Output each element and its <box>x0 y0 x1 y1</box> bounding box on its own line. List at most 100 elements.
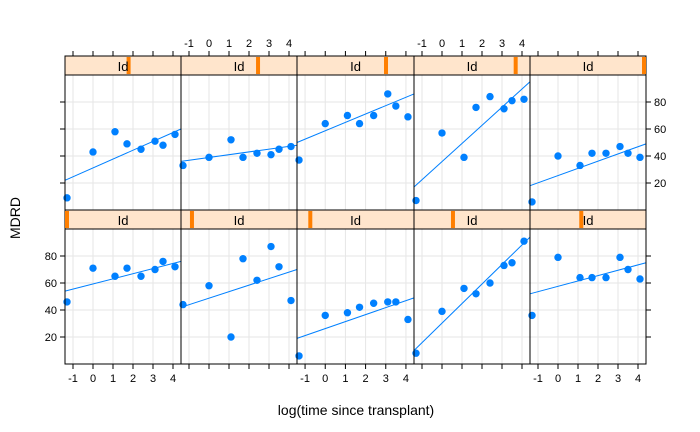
data-point <box>528 198 536 206</box>
strip-background <box>529 209 647 230</box>
data-point <box>528 311 536 320</box>
strip-layer: Id Id Id Id Id Id Id Id Id Id <box>64 55 647 230</box>
strip-level-marker <box>450 211 455 228</box>
data-point <box>253 276 261 284</box>
data-point <box>205 282 213 290</box>
data-point <box>205 153 213 162</box>
data-point <box>636 275 644 283</box>
data-point <box>520 95 528 104</box>
x-tick-label: 4 <box>519 38 525 50</box>
x-tick-label: 0 <box>439 38 445 50</box>
x-tick-label: 0 <box>322 373 328 385</box>
data-point <box>227 136 235 144</box>
data-point <box>508 259 516 267</box>
strip-label: Id <box>234 59 245 74</box>
panel-frame <box>296 228 415 365</box>
y-tick-label: 60 <box>654 124 666 136</box>
data-point <box>576 161 584 170</box>
panel-frame <box>529 228 647 365</box>
data-point <box>267 150 275 159</box>
data-point <box>486 92 494 101</box>
data-point <box>404 113 412 121</box>
data-point <box>111 128 119 136</box>
x-tick-label: -1 <box>533 373 543 385</box>
x-tick-label: 4 <box>635 373 641 385</box>
data-point <box>267 242 275 251</box>
data-point <box>500 105 508 113</box>
x-tick-label: 0 <box>206 38 212 50</box>
strip-level-marker <box>384 57 389 74</box>
x-tick-label: 3 <box>383 373 389 385</box>
strip-label: Id <box>350 59 361 74</box>
panel-frame <box>180 74 298 211</box>
data-point <box>412 196 420 205</box>
data-point <box>343 111 352 120</box>
x-tick-label: 1 <box>575 373 581 385</box>
strip-level-marker <box>65 211 69 228</box>
data-point <box>438 129 446 137</box>
data-point <box>159 141 167 149</box>
data-point <box>636 153 644 162</box>
data-point <box>295 156 303 164</box>
strip-level-marker <box>579 211 584 228</box>
grid-layer <box>65 75 646 364</box>
y-tick-label: 20 <box>45 332 57 344</box>
strip-label: Id <box>467 59 478 74</box>
strip-label: Id <box>118 59 129 74</box>
data-point <box>392 298 400 306</box>
data-point <box>151 137 159 145</box>
data-point <box>275 263 283 271</box>
y-tick-label: 80 <box>654 97 666 109</box>
data-point <box>137 145 145 153</box>
data-point <box>602 273 610 282</box>
x-tick-label: 4 <box>170 373 176 385</box>
strip-level-marker <box>126 57 131 74</box>
x-tick-label: 2 <box>479 38 485 50</box>
panel-frame <box>296 74 415 211</box>
data-point <box>460 153 468 162</box>
data-point <box>554 152 562 160</box>
x-tick-label: 0 <box>555 373 561 385</box>
x-tick-label: -1 <box>184 38 194 50</box>
strip-label: Id <box>583 59 594 74</box>
panel-frame <box>529 74 647 211</box>
x-tick-label: 3 <box>499 38 505 50</box>
data-point <box>602 149 610 157</box>
strip-level-marker <box>256 57 261 74</box>
regression-line <box>413 236 531 351</box>
data-point <box>384 90 392 98</box>
data-point <box>275 145 283 153</box>
y-tick-label: 20 <box>654 178 666 190</box>
y-tick-label: 60 <box>45 278 57 290</box>
data-point <box>404 315 412 324</box>
data-point <box>63 194 71 202</box>
strip-level-marker <box>308 211 313 228</box>
x-tick-label: 1 <box>226 38 232 50</box>
data-point <box>171 263 179 271</box>
data-point <box>179 300 187 309</box>
strip-level-marker <box>513 57 518 74</box>
data-point <box>321 311 329 320</box>
x-tick-label: 4 <box>403 373 409 385</box>
data-point <box>616 253 624 262</box>
data-point <box>111 272 119 280</box>
x-tick-label: 1 <box>459 38 465 50</box>
x-tick-label: 2 <box>246 38 252 50</box>
data-point <box>576 273 584 282</box>
strip-label: Id <box>234 213 245 228</box>
x-tick-label: 1 <box>342 373 348 385</box>
data-point <box>159 257 167 266</box>
data-point <box>486 279 494 287</box>
y-axis-title: MDRD <box>7 197 23 239</box>
data-point <box>227 333 235 341</box>
x-tick-label: 2 <box>363 373 369 385</box>
strip-level-marker <box>642 57 646 74</box>
x-tick-label: -1 <box>68 373 78 385</box>
regression-line <box>296 93 415 143</box>
x-axis-title: log(time since transplant) <box>278 402 434 418</box>
y-tick-label: 40 <box>45 305 57 317</box>
strip-label: Id <box>350 213 361 228</box>
panel-frame <box>180 228 298 365</box>
data-point <box>438 307 446 316</box>
